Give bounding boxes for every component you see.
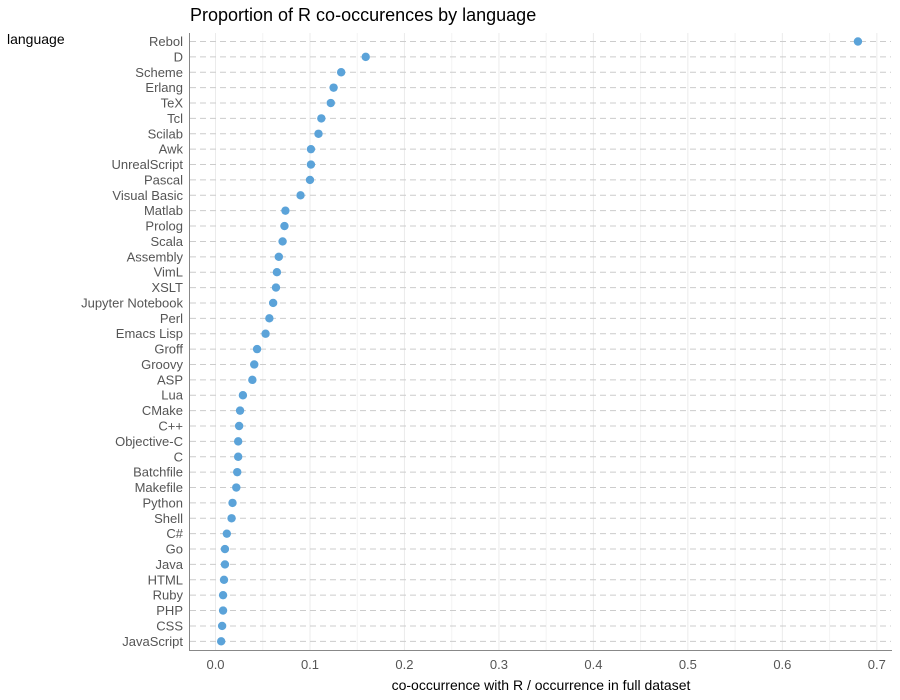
y-tick-label: XSLT xyxy=(151,280,183,295)
data-point xyxy=(234,421,244,431)
data-point xyxy=(235,406,245,415)
data-point xyxy=(238,391,248,400)
vertical-gridlines xyxy=(215,33,878,650)
data-point xyxy=(272,268,282,277)
chart-title: Proportion of R co-occurences by languag… xyxy=(190,5,536,25)
y-tick-label: Rebol xyxy=(149,34,183,49)
data-point xyxy=(306,160,316,169)
y-tick-label: D xyxy=(174,49,183,64)
data-point xyxy=(232,483,241,492)
data-point xyxy=(280,221,289,231)
data-point xyxy=(326,98,335,108)
y-tick-label: Matlab xyxy=(144,203,183,218)
data-point xyxy=(228,498,237,508)
y-tick-label: Tcl xyxy=(167,111,183,126)
y-tick-label: Batchfile xyxy=(133,465,183,480)
y-tick-label: Groovy xyxy=(141,357,183,372)
y-tick-label: C# xyxy=(166,526,183,541)
x-tick-label: 0.7 xyxy=(868,657,886,672)
data-point xyxy=(281,206,290,215)
data-point xyxy=(305,175,315,185)
y-tick-label: Go xyxy=(166,542,183,557)
y-axis-title: language xyxy=(7,31,65,47)
data-point xyxy=(268,298,278,308)
data-point xyxy=(220,544,230,554)
x-tick-label: 0.6 xyxy=(773,657,791,672)
data-point xyxy=(271,283,281,292)
y-tick-label: VimL xyxy=(154,265,183,280)
y-tick-label: Assembly xyxy=(127,249,184,264)
x-tick-label: 0.4 xyxy=(584,657,602,672)
y-tick-label: Scala xyxy=(150,234,183,249)
y-tick-label: C xyxy=(174,449,183,464)
y-tick-label: Scheme xyxy=(135,65,183,80)
x-tick-labels: 0.0 0.1 0.2 0.3 0.4 0.5 0.6 0.7 xyxy=(206,657,885,672)
data-point xyxy=(218,590,228,600)
y-tick-label: Prolog xyxy=(145,219,183,234)
y-tick-label: Python xyxy=(143,495,183,510)
y-tick-label: PHP xyxy=(156,603,183,618)
data-point xyxy=(218,606,228,615)
y-tick-label: Jupyter Notebook xyxy=(81,295,183,310)
data-point xyxy=(233,467,242,477)
data-point xyxy=(314,129,323,138)
y-tick-label: C++ xyxy=(158,419,183,434)
data-point xyxy=(216,637,226,646)
x-tick-label: 0.0 xyxy=(206,657,224,672)
y-tick-label: Makefile xyxy=(135,480,183,495)
y-tick-label: UnrealScript xyxy=(111,157,183,172)
y-tick-label: Lua xyxy=(161,388,183,403)
data-point xyxy=(217,621,227,631)
y-tick-label: Pascal xyxy=(144,172,183,187)
y-tick-label: ASP xyxy=(157,372,183,387)
y-tick-label: Java xyxy=(156,557,184,572)
data-point xyxy=(261,329,270,338)
x-tick-label: 0.3 xyxy=(490,657,508,672)
data-point xyxy=(853,37,863,46)
y-tick-label: CMake xyxy=(142,403,183,418)
x-tick-label: 0.5 xyxy=(679,657,697,672)
x-tick-label: 0.1 xyxy=(301,657,319,672)
data-point xyxy=(274,252,284,262)
data-point xyxy=(278,237,287,246)
data-points xyxy=(216,37,863,646)
y-tick-label: Visual Basic xyxy=(112,188,183,203)
y-tick-label: TeX xyxy=(161,96,184,111)
data-point xyxy=(252,344,262,354)
data-point xyxy=(265,314,274,323)
data-point xyxy=(233,437,243,446)
y-tick-label: Emacs Lisp xyxy=(116,326,183,341)
data-point xyxy=(296,191,305,200)
y-tick-labels: RebolDSchemeErlangTeXTclScilabAwkUnrealS… xyxy=(81,34,184,649)
data-point xyxy=(222,529,232,538)
horizontal-gridlines xyxy=(190,41,891,642)
data-point xyxy=(219,575,229,584)
data-point xyxy=(317,114,326,123)
data-point xyxy=(361,52,370,62)
data-point xyxy=(227,514,236,523)
y-tick-label: CSS xyxy=(156,618,183,633)
data-point xyxy=(306,144,316,154)
y-tick-label: Objective-C xyxy=(115,434,183,449)
x-tick-label: 0.2 xyxy=(395,657,413,672)
y-tick-label: Erlang xyxy=(145,80,183,95)
y-tick-label: Perl xyxy=(160,311,183,326)
data-point xyxy=(336,68,346,77)
y-tick-label: JavaScript xyxy=(122,634,183,649)
y-tick-label: Ruby xyxy=(153,588,184,603)
y-tick-label: HTML xyxy=(148,572,183,587)
data-point xyxy=(248,375,257,385)
data-point xyxy=(233,452,243,461)
y-tick-label: Awk xyxy=(159,142,184,157)
data-point xyxy=(220,560,230,569)
data-point xyxy=(329,83,338,92)
y-tick-label: Shell xyxy=(154,511,183,526)
data-point xyxy=(250,360,259,369)
y-tick-label: Scilab xyxy=(148,126,183,141)
y-tick-label: Groff xyxy=(154,342,183,357)
x-axis-title: co-occurrence with R / occurrence in ful… xyxy=(392,677,691,693)
